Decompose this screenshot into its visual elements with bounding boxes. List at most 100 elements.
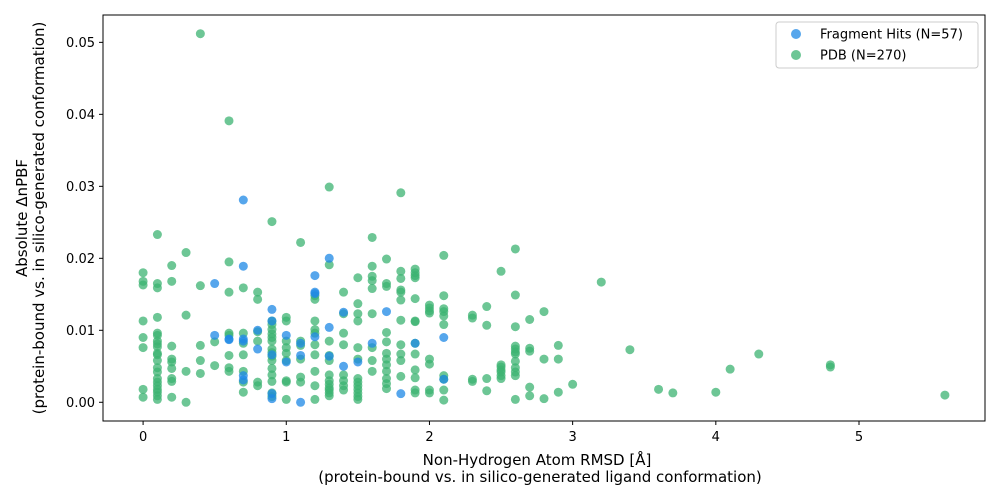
pdb-point-113 <box>324 336 334 346</box>
pdb-point-156 <box>382 327 391 337</box>
pdb-point-112 <box>324 260 334 270</box>
pdb-point-44 <box>195 340 205 350</box>
pdb-point-223 <box>510 290 520 300</box>
pdb-point-155 <box>382 281 391 291</box>
pdb-point-109 <box>310 381 320 391</box>
pdb-point-224 <box>510 322 520 332</box>
pdb-point-238 <box>525 391 535 401</box>
pdb-point-202 <box>439 320 449 330</box>
pdb-point-196 <box>424 388 434 398</box>
pdb-point-198 <box>439 291 449 301</box>
pdb-point-132 <box>353 299 363 309</box>
pdb-point-21 <box>152 367 162 377</box>
fragment-hit-point-26 <box>324 253 334 263</box>
pdb-point-111 <box>324 182 334 192</box>
y-tick-label-2: 0.02 <box>66 252 95 267</box>
pdb-point-31 <box>167 341 177 351</box>
pdb-point-110 <box>310 394 320 404</box>
fragment-hit-point-9 <box>238 375 248 385</box>
pdb-point-179 <box>410 273 420 283</box>
pdb-point-185 <box>410 365 420 375</box>
pdb-point-54 <box>224 350 234 360</box>
pdb-point-65 <box>253 294 263 304</box>
x-tick-label-3: 3 <box>568 430 576 445</box>
pdb-point-33 <box>167 357 177 367</box>
pdb-point-8 <box>152 230 162 240</box>
pdb-point-244 <box>553 387 563 397</box>
pdb-point-60 <box>238 350 248 360</box>
fragment-hit-point-25 <box>310 332 320 342</box>
fragment-hit-point-29 <box>339 307 349 317</box>
pdb-point-48 <box>210 361 220 371</box>
pdb-point-201 <box>439 311 449 321</box>
pdb-point-3 <box>138 316 148 326</box>
pdb-point-213 <box>482 374 492 384</box>
pdb-point-254 <box>825 362 835 372</box>
pdb-point-248 <box>654 384 664 394</box>
fragment-hit-point-32 <box>367 338 377 348</box>
pdb-point-245 <box>568 379 578 389</box>
pdb-point-0 <box>138 268 148 278</box>
pdb-point-145 <box>367 261 377 271</box>
pdb-point-123 <box>339 287 349 297</box>
pdb-point-28 <box>152 394 162 404</box>
pdb-point-133 <box>353 309 363 319</box>
y-tick-label-1: 0.01 <box>66 324 95 339</box>
pdb-point-255 <box>940 390 950 400</box>
fragment-hit-point-30 <box>339 361 349 371</box>
legend-label-pdb: PDB (N=270) <box>820 49 906 64</box>
pdb-point-247 <box>625 345 635 355</box>
pdb-point-134 <box>353 316 363 326</box>
pdb-point-166 <box>396 266 406 276</box>
pdb-point-180 <box>410 294 420 304</box>
pdb-point-10 <box>152 283 162 293</box>
pdb-point-47 <box>210 337 220 347</box>
y-axis-label-line1: Absolute ΔnPBF <box>13 159 31 277</box>
pdb-point-94 <box>281 394 291 404</box>
fragment-hit-point-34 <box>396 389 406 399</box>
pdb-point-49 <box>224 116 234 126</box>
x-tick-label-4: 4 <box>712 430 720 445</box>
fragment-hit-point-1 <box>210 330 220 340</box>
pdb-point-131 <box>353 273 363 283</box>
pdb-point-2 <box>138 280 148 290</box>
y-tick-label-3: 0.03 <box>66 180 95 195</box>
pdb-point-252 <box>754 349 764 359</box>
fragment-hit-point-28 <box>324 351 334 361</box>
pdb-point-222 <box>510 244 520 254</box>
pdb-point-43 <box>195 281 205 291</box>
pdb-point-165 <box>396 188 406 198</box>
pdb-point-36 <box>167 376 177 386</box>
pdb-point-171 <box>396 315 406 325</box>
pdb-point-95 <box>296 237 306 247</box>
pdb-point-125 <box>339 328 349 338</box>
pdb-point-206 <box>439 395 449 405</box>
pdb-point-4 <box>138 333 148 342</box>
pdb-point-233 <box>510 394 520 404</box>
fragment-hit-point-20 <box>296 350 306 360</box>
pdb-point-234 <box>525 315 535 324</box>
pdb-point-64 <box>253 287 263 297</box>
pdb-point-45 <box>195 356 205 366</box>
pdb-point-40 <box>181 366 191 376</box>
pdb-point-184 <box>410 349 420 359</box>
pdb-point-122 <box>324 391 334 401</box>
fragment-hit-point-14 <box>267 350 277 360</box>
pdb-point-205 <box>439 385 449 395</box>
pdb-point-67 <box>253 336 263 346</box>
y-axis-label-line2: (protein-bound vs. in silico-generated c… <box>30 22 48 415</box>
fragment-hit-point-18 <box>281 357 291 367</box>
pdb-point-19 <box>152 356 162 366</box>
fragment-hit-point-22 <box>310 271 320 281</box>
x-axis: 0 1 2 3 4 5 <box>139 421 863 445</box>
fragment-hit-point-4 <box>238 195 248 205</box>
pdb-point-135 <box>353 343 363 353</box>
y-tick-label-0: 0.00 <box>66 396 95 411</box>
pdb-point-57 <box>238 283 248 293</box>
pdb-point-211 <box>482 302 492 312</box>
pdb-point-167 <box>396 273 406 283</box>
pdb-point-87 <box>281 316 291 326</box>
pdb-point-151 <box>367 356 377 366</box>
legend-label-fragment-hits: Fragment Hits (N=57) <box>820 28 963 43</box>
